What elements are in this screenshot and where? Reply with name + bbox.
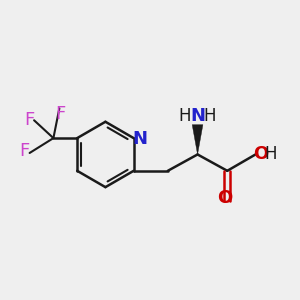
- Text: F: F: [24, 111, 34, 129]
- Text: O: O: [217, 189, 232, 207]
- Text: N: N: [190, 107, 205, 125]
- Text: H: H: [265, 145, 277, 163]
- Text: O: O: [253, 145, 268, 163]
- Text: H: H: [179, 107, 191, 125]
- Text: H: H: [204, 107, 216, 125]
- Text: F: F: [19, 142, 29, 160]
- Text: N: N: [133, 130, 148, 148]
- Polygon shape: [192, 125, 203, 154]
- Text: F: F: [56, 105, 66, 123]
